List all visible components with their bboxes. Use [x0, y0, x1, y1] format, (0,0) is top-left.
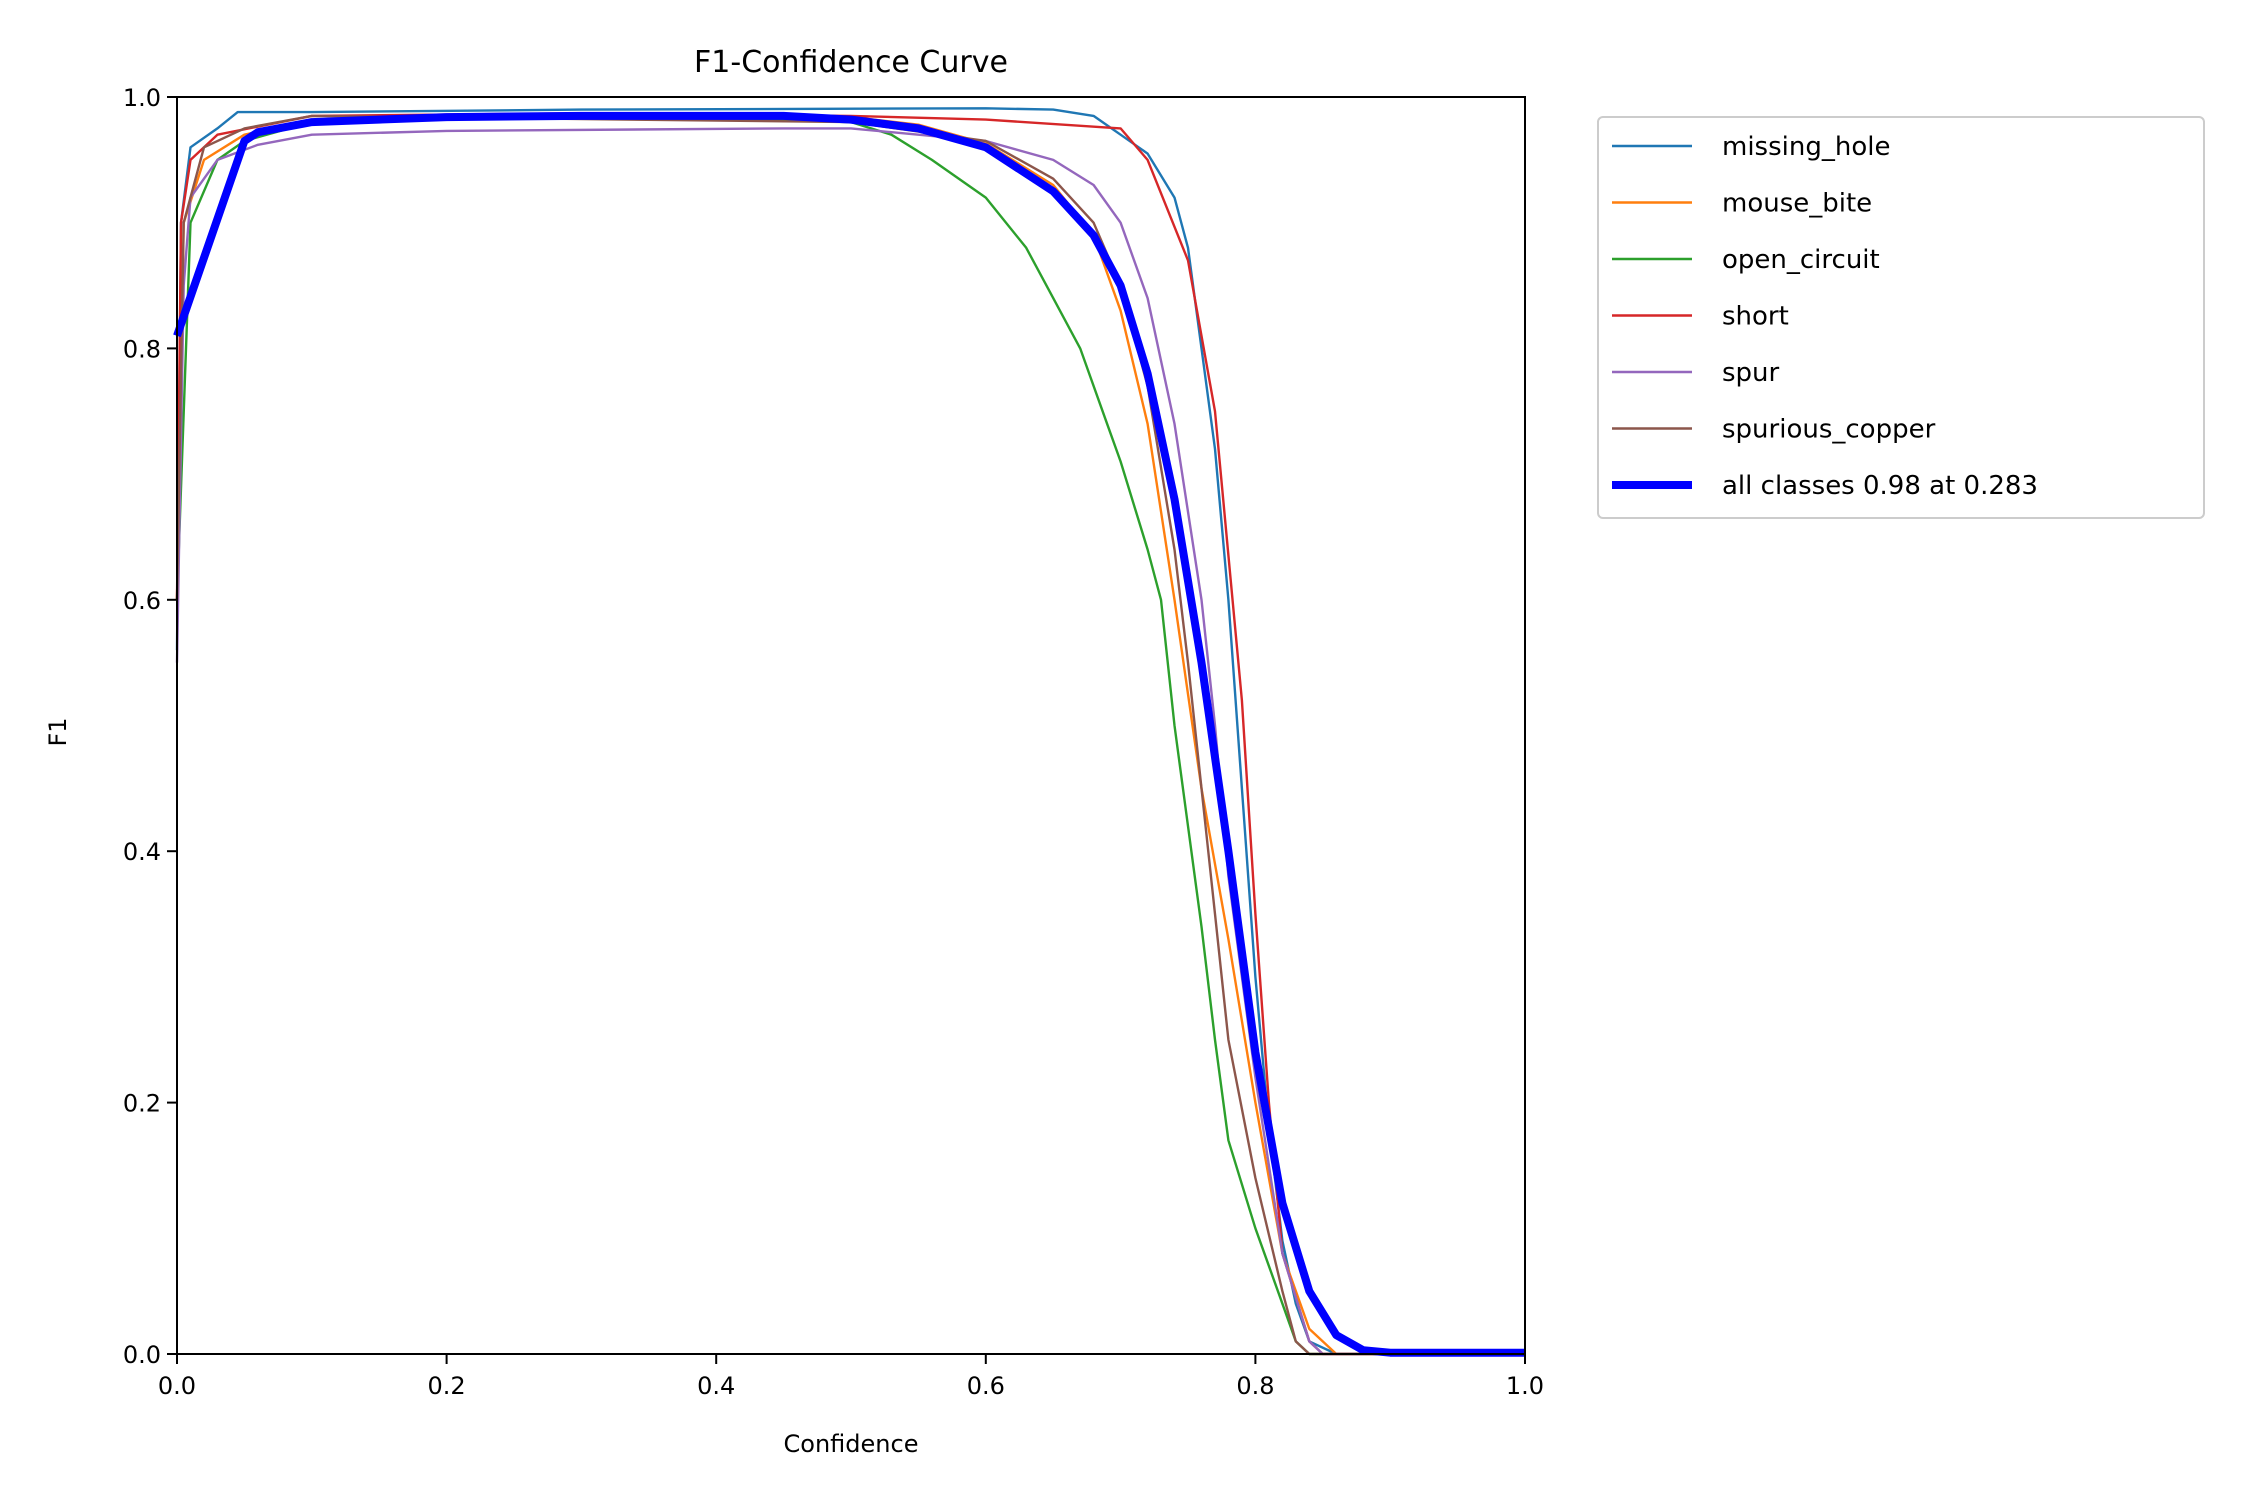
x-tick-label: 1.0 [1506, 1372, 1544, 1400]
chart-title: F1-Confidence Curve [694, 45, 1008, 80]
legend-box [1597, 116, 2205, 519]
y-tick-label: 0.4 [123, 838, 161, 866]
legend-entry: open_circuit [1612, 245, 1880, 275]
x-tick-label: 0.2 [428, 1372, 466, 1400]
series-line-mouse-bite [175, 113, 1525, 1356]
x-tick-label: 0.4 [697, 1372, 735, 1400]
legend-label: missing_hole [1722, 132, 1890, 162]
series-line-missing-hole [175, 107, 1525, 1356]
legend-entry: spur [1612, 358, 1780, 388]
legend-entry: spurious_copper [1612, 415, 1936, 445]
y-tick-label: 0.0 [123, 1341, 161, 1369]
x-axis-ticks: 0.0 0.2 0.4 0.6 0.8 1.0 [158, 1354, 1544, 1400]
y-tick-label: 0.2 [123, 1090, 161, 1118]
series-lines [173, 107, 1525, 1357]
x-tick-label: 0.8 [1236, 1372, 1274, 1400]
legend-label: short [1722, 302, 1789, 332]
legend-entry: missing_hole [1612, 132, 1890, 162]
legend-label: all classes 0.98 at 0.283 [1722, 471, 2038, 501]
x-tick-label: 0.6 [967, 1372, 1005, 1400]
y-tick-label: 0.6 [123, 587, 161, 615]
legend-label: spurious_copper [1722, 415, 1936, 445]
legend-label: spur [1722, 358, 1780, 388]
legend-entry: all classes 0.98 at 0.283 [1612, 471, 2038, 501]
legend-entry: mouse_bite [1612, 189, 1872, 219]
plot-frame [176, 96, 1526, 1355]
x-tick-label: 0.0 [158, 1372, 196, 1400]
series-line-all-classes-0-98-at-0-283 [173, 111, 1525, 1357]
y-axis-ticks: 0.0 0.2 0.4 0.6 0.8 1.0 [123, 84, 177, 1369]
legend-entry: short [1612, 302, 1789, 332]
x-axis-label: Confidence [784, 1430, 919, 1458]
legend-label: mouse_bite [1722, 189, 1872, 219]
y-tick-label: 1.0 [123, 84, 161, 112]
series-line-spurious-copper [175, 114, 1525, 1356]
y-tick-label: 0.8 [123, 335, 161, 363]
series-line-spur [175, 127, 1525, 1356]
series-line-open-circuit [175, 114, 1525, 1356]
legend-label: open_circuit [1722, 245, 1880, 275]
y-axis-label: F1 [44, 717, 72, 746]
series-line-short [175, 112, 1525, 1356]
